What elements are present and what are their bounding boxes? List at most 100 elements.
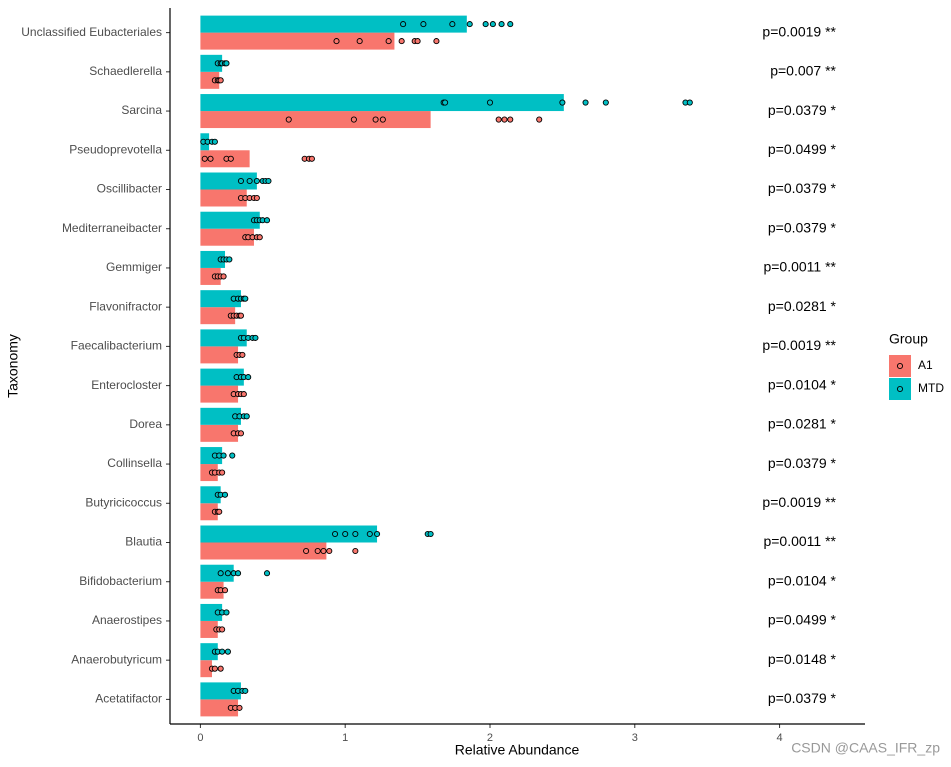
- bar: [200, 346, 239, 364]
- data-point: [236, 704, 243, 711]
- data-point: [237, 312, 244, 319]
- data-point: [400, 21, 407, 28]
- bar: [200, 189, 247, 207]
- data-point: [223, 609, 230, 616]
- x-axis-label: Relative Abundance: [455, 742, 580, 758]
- data-point: [221, 491, 229, 498]
- y-tick-label: Dorea: [129, 417, 162, 431]
- data-point: [223, 60, 230, 67]
- data-point: [420, 21, 427, 28]
- data-point: [226, 256, 233, 263]
- annotation: p=0.0019 **: [762, 337, 836, 353]
- data-point: [219, 626, 226, 633]
- data-point: [314, 547, 321, 555]
- data-point: [559, 99, 566, 106]
- data-point: [245, 374, 252, 381]
- data-point: [240, 391, 247, 398]
- bar: [200, 424, 239, 442]
- data-point: [372, 116, 379, 123]
- y-tick-label: Acetatifactor: [95, 692, 162, 706]
- y-tick-label: Unclassified Eubacteriales: [21, 25, 162, 39]
- y-tick-label: Butyricicoccus: [85, 495, 162, 509]
- data-point: [239, 351, 246, 358]
- data-point: [252, 334, 259, 341]
- annotation: p=0.0379 *: [768, 180, 837, 196]
- data-point: [219, 648, 226, 655]
- data-point: [350, 116, 357, 123]
- bar: [200, 71, 220, 89]
- data-point: [507, 116, 514, 123]
- data-point: [686, 99, 693, 106]
- data-point: [326, 547, 333, 555]
- data-point: [442, 99, 449, 106]
- data-point: [507, 21, 514, 28]
- bar: [200, 603, 223, 621]
- data-point: [342, 530, 349, 538]
- watermark: CSDN @CAAS_IFR_zp: [791, 740, 940, 756]
- legend-point: [896, 362, 904, 370]
- x-tick-label: 3: [632, 732, 638, 744]
- data-point: [219, 469, 226, 476]
- data-point: [242, 295, 249, 302]
- data-point: [246, 177, 253, 185]
- data-point: [308, 155, 315, 162]
- annotation: p=0.0019 **: [762, 494, 836, 510]
- data-point: [489, 21, 496, 28]
- data-point: [536, 116, 543, 123]
- data-point: [582, 99, 589, 106]
- annotation: p=0.0379 *: [768, 455, 837, 471]
- data-point: [374, 530, 381, 538]
- data-point: [466, 21, 473, 28]
- legend-label: MTD: [918, 381, 944, 395]
- annotation: p=0.0104 *: [768, 572, 837, 588]
- y-tick-label: Collinsella: [107, 456, 162, 470]
- annotation: p=0.007 **: [770, 63, 836, 79]
- y-tick-label: Anaerobutyricum: [71, 652, 162, 666]
- data-point: [482, 21, 489, 28]
- data-point: [303, 547, 310, 555]
- data-point: [352, 547, 359, 555]
- data-point: [217, 77, 224, 84]
- bar: [200, 172, 257, 190]
- y-axis-label: Taxonomy: [5, 334, 21, 398]
- data-point: [229, 452, 236, 459]
- data-point: [498, 21, 505, 28]
- data-point: [211, 138, 218, 145]
- bar: [200, 660, 212, 678]
- data-point: [265, 177, 272, 185]
- annotation: p=0.0379 *: [768, 102, 837, 118]
- bar: [200, 542, 327, 560]
- bar: [200, 447, 223, 465]
- bar: [200, 54, 223, 72]
- bar: [200, 368, 244, 386]
- data-point: [433, 38, 440, 45]
- data-point: [366, 530, 373, 538]
- x-tick-label: 0: [197, 732, 203, 744]
- y-tick-label: Pseudoprevotella: [69, 142, 162, 156]
- data-point: [356, 38, 363, 45]
- bar: [200, 307, 236, 325]
- data-point: [333, 38, 340, 45]
- data-point: [263, 217, 271, 224]
- annotation: p=0.0148 *: [768, 651, 837, 667]
- legend-point: [896, 385, 904, 393]
- y-tick-label: Blautia: [125, 535, 162, 549]
- annotation: p=0.0499 *: [768, 612, 837, 628]
- bar: [200, 94, 564, 112]
- bar: [200, 15, 467, 33]
- data-point: [242, 687, 249, 694]
- data-point: [332, 530, 339, 538]
- bar: [200, 407, 241, 425]
- bar: [200, 211, 260, 229]
- annotation: p=0.0019 **: [762, 23, 836, 39]
- data-point: [243, 413, 250, 420]
- data-point: [385, 38, 392, 45]
- annotation: p=0.0011 **: [763, 533, 836, 549]
- data-point: [207, 155, 214, 162]
- bar: [200, 682, 241, 700]
- annotation: p=0.0011 **: [763, 259, 836, 275]
- data-point: [227, 155, 234, 162]
- x-tick-label: 1: [342, 732, 348, 744]
- bar: [200, 228, 254, 246]
